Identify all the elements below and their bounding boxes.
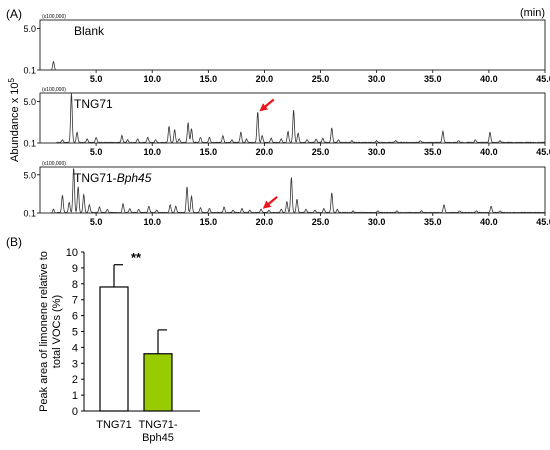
bar-y-axis-label: Peak area of limonene relative tototal V… (38, 251, 63, 412)
significance-marker: ** (131, 250, 142, 265)
multiplier-label: (x100,000) (42, 14, 66, 20)
x-tick-label: 5.0 (90, 74, 103, 84)
y-tick-label: 2 (72, 374, 78, 386)
y-tick-label: 5.0 (23, 97, 36, 107)
y-tick-label: 5.0 (23, 24, 36, 34)
x-tick-label: 25.0 (312, 147, 330, 157)
x-tick-label: 10.0 (143, 217, 161, 227)
y-tick-label: 1 (72, 390, 78, 402)
x-tick-label: 10.0 (143, 74, 161, 84)
chromatogram-title-part: TNG71 (74, 97, 113, 111)
y-tick-label: 0.1 (23, 209, 36, 219)
abundance-axis-label: Abundance x 105 (7, 77, 21, 162)
bar-category-label-line: TNG71 (96, 419, 131, 431)
chromatogram-trace (40, 168, 546, 214)
x-tick-label: 35.0 (424, 217, 442, 227)
bar-y-axis-label-line: total VOCs (%) (51, 295, 63, 368)
panel-b-label: (B) (6, 235, 22, 249)
x-tick-label: 30.0 (368, 147, 386, 157)
plot-frame (39, 19, 546, 71)
x-tick-label: 20.0 (256, 74, 274, 84)
x-tick-label: 20.0 (256, 217, 274, 227)
plot-frame (39, 166, 546, 214)
bar-category-label: TNG71-Bph45 (138, 419, 177, 444)
chromatogram-blank: (x100,000) 5.0 0.1 5.0 10.0 15.0 20.0 25.0 30.0 3… (23, 14, 550, 84)
limonene-arrow (262, 196, 278, 209)
x-tick-label: 10.0 (143, 147, 161, 157)
bar (143, 353, 173, 412)
x-tick-label: 40.0 (480, 74, 498, 84)
x-tick-label: 35.0 (424, 74, 442, 84)
x-tick-label: 30.0 (368, 74, 386, 84)
x-tick-label: 5.0 (90, 217, 103, 227)
x-tick-label: 40.0 (480, 217, 498, 227)
bar-y-axis-label-line: Peak area of limonene relative to (38, 251, 50, 412)
y-tick-label: 8 (72, 279, 78, 291)
x-tick-label: 5.0 (90, 147, 103, 157)
x-tick-label: 45.0 (536, 147, 550, 157)
time-unit-label: (min) (520, 7, 545, 19)
y-tick-label: 0.1 (23, 139, 36, 149)
y-tick-label: 5.0 (23, 170, 36, 180)
x-tick-label: 45.0 (536, 217, 550, 227)
plot-frame (39, 92, 546, 144)
panel-a-label: (A) (6, 7, 22, 21)
bar (99, 286, 129, 412)
chromatogram-title-part: Bph45 (117, 171, 152, 185)
y-tick-label: 6 (72, 311, 78, 323)
y-tick-label: 0.1 (23, 66, 36, 76)
chromatogram-tng71: (x100,000) 5.0 0.1 5.0 10.0 15.0 20.0 25.0 30.0 3… (23, 87, 550, 157)
y-tick-label: 3 (72, 358, 78, 370)
chromatogram-trace (40, 93, 546, 144)
chromatogram-title: TNG71 (74, 97, 113, 111)
multiplier-label: (x100,000) (42, 87, 66, 93)
x-tick-label: 45.0 (536, 74, 550, 84)
chromatogram-title: Blank (74, 24, 105, 38)
x-tick-label: 30.0 (368, 217, 386, 227)
y-tick-label: 9 (72, 263, 78, 275)
chromatogram-title-part: Blank (74, 24, 105, 38)
multiplier-label: (x100,000) (42, 161, 66, 167)
x-tick-label: 25.0 (312, 74, 330, 84)
x-tick-label: 15.0 (200, 147, 218, 157)
x-tick-label: 15.0 (200, 74, 218, 84)
chromatogram-trace (40, 60, 545, 71)
x-tick-label: 25.0 (312, 217, 330, 227)
chromatogram-title: TNG71-Bph45 (74, 171, 152, 185)
y-tick-label: 5 (72, 327, 78, 339)
y-tick-label: 7 (72, 295, 78, 307)
bar-category-label-line: TNG71- (138, 419, 177, 431)
x-tick-label: 20.0 (256, 147, 274, 157)
bar-category-label-line: Bph45 (142, 432, 174, 444)
limonene-arrow (259, 98, 275, 112)
x-tick-label: 15.0 (200, 217, 218, 227)
bar-category-label: TNG71 (96, 419, 131, 431)
chromatogram-tng71-bph45: (x100,000) 5.0 0.1 5.0 10.0 15.0 20.0 25.0 30.0 3… (23, 161, 550, 227)
y-tick-label: 10 (66, 247, 78, 259)
x-tick-label: 35.0 (424, 147, 442, 157)
y-tick-label: 0 (72, 406, 78, 418)
chromatogram-title-part: TNG71- (74, 171, 117, 185)
x-tick-label: 40.0 (480, 147, 498, 157)
y-tick-label: 4 (72, 342, 78, 354)
